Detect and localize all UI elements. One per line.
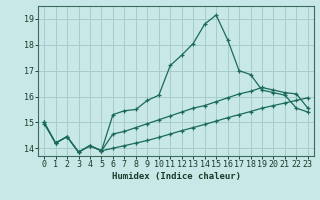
X-axis label: Humidex (Indice chaleur): Humidex (Indice chaleur) [111, 172, 241, 181]
